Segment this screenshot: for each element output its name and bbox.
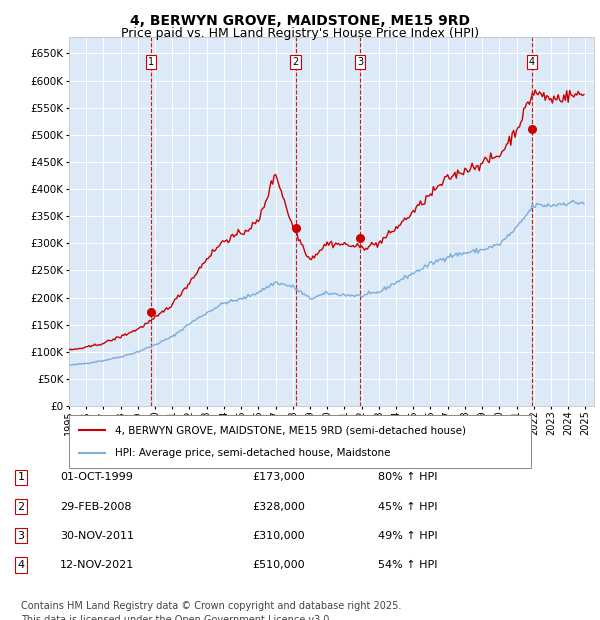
Text: Price paid vs. HM Land Registry's House Price Index (HPI): Price paid vs. HM Land Registry's House … <box>121 27 479 40</box>
Text: 3: 3 <box>17 531 25 541</box>
Text: £510,000: £510,000 <box>252 560 305 570</box>
Text: 29-FEB-2008: 29-FEB-2008 <box>60 502 131 512</box>
FancyBboxPatch shape <box>69 415 531 468</box>
Text: 3: 3 <box>357 56 364 66</box>
Text: 01-OCT-1999: 01-OCT-1999 <box>60 472 133 482</box>
Text: 2: 2 <box>292 56 299 66</box>
Text: £310,000: £310,000 <box>252 531 305 541</box>
Text: 80% ↑ HPI: 80% ↑ HPI <box>378 472 437 482</box>
Text: HPI: Average price, semi-detached house, Maidstone: HPI: Average price, semi-detached house,… <box>115 448 391 458</box>
Text: 12-NOV-2021: 12-NOV-2021 <box>60 560 134 570</box>
Text: £328,000: £328,000 <box>252 502 305 512</box>
Text: 4, BERWYN GROVE, MAIDSTONE, ME15 9RD: 4, BERWYN GROVE, MAIDSTONE, ME15 9RD <box>130 14 470 28</box>
Text: 4: 4 <box>17 560 25 570</box>
Text: 49% ↑ HPI: 49% ↑ HPI <box>378 531 437 541</box>
Text: £173,000: £173,000 <box>252 472 305 482</box>
Text: 4, BERWYN GROVE, MAIDSTONE, ME15 9RD (semi-detached house): 4, BERWYN GROVE, MAIDSTONE, ME15 9RD (se… <box>115 425 466 435</box>
Text: 30-NOV-2011: 30-NOV-2011 <box>60 531 134 541</box>
Text: 2: 2 <box>17 502 25 512</box>
Text: 1: 1 <box>148 56 154 66</box>
Text: 1: 1 <box>17 472 25 482</box>
Text: 45% ↑ HPI: 45% ↑ HPI <box>378 502 437 512</box>
Text: 4: 4 <box>529 56 535 66</box>
Text: Contains HM Land Registry data © Crown copyright and database right 2025.
This d: Contains HM Land Registry data © Crown c… <box>21 601 401 620</box>
Text: 54% ↑ HPI: 54% ↑ HPI <box>378 560 437 570</box>
